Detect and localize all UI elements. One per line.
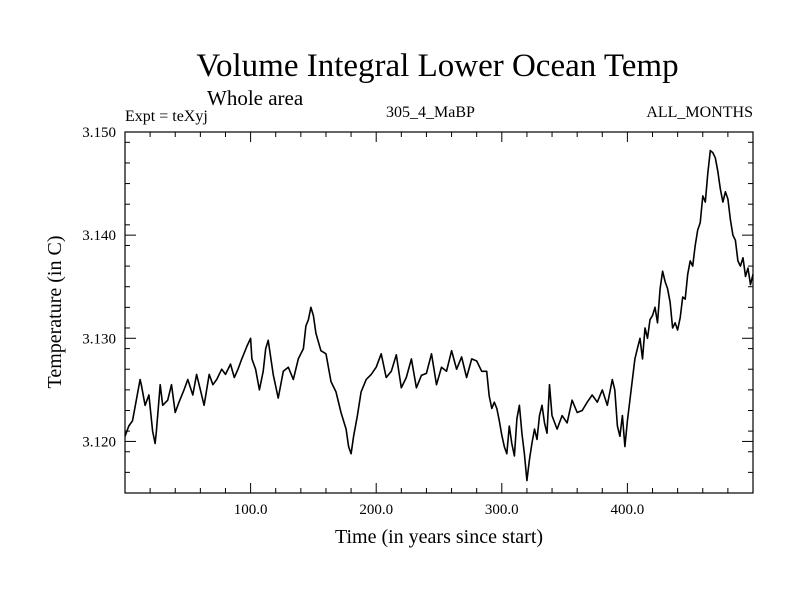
y-axis-label: Temperature (in C) <box>44 236 66 389</box>
plot-frame <box>124 131 754 494</box>
y-tick-label: 3.150 <box>82 125 116 141</box>
y-tick-label: 3.120 <box>82 434 116 450</box>
run-label: 305_4_MaBP <box>386 104 475 121</box>
experiment-label: Expt = teXyj <box>125 108 208 125</box>
axis-ticks <box>125 131 753 494</box>
months-label: ALL_MONTHS <box>646 104 753 121</box>
y-tick-label: 3.140 <box>82 228 116 244</box>
x-tick-label: 200.0 <box>359 502 393 518</box>
axis-tick-labels: 100.0 200.0 300.0 400.0 3.120 3.130 3.140 3.150 <box>82 125 644 518</box>
chart-subtitle: Whole area <box>207 86 304 110</box>
temperature-series-line <box>124 149 754 482</box>
x-tick-label: 400.0 <box>611 502 645 518</box>
x-axis-label: Time (in years since start) <box>335 526 543 548</box>
x-tick-label: 100.0 <box>234 502 268 518</box>
y-tick-label: 3.130 <box>82 331 116 347</box>
chart-title: Volume Integral Lower Ocean Temp <box>196 48 679 84</box>
x-tick-label: 300.0 <box>485 502 519 518</box>
